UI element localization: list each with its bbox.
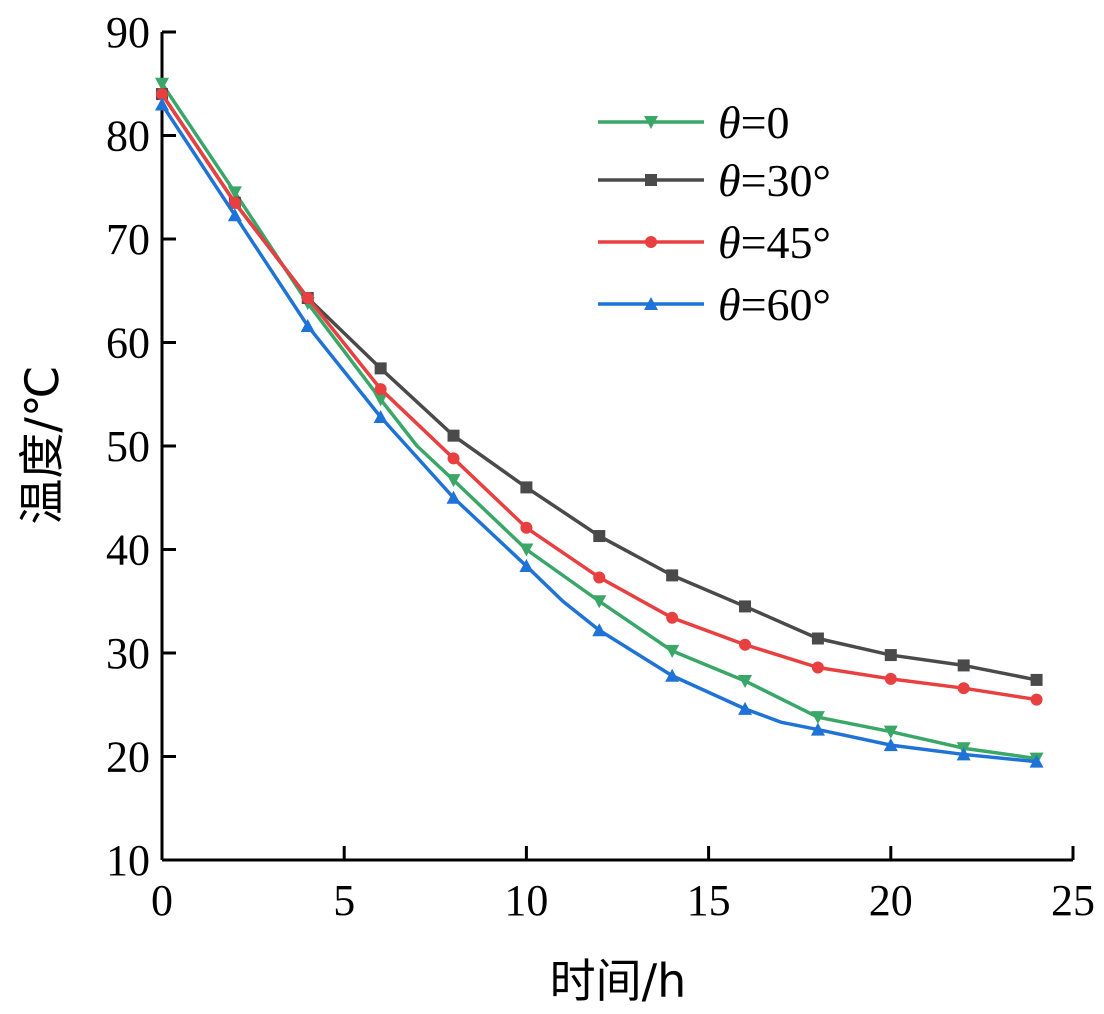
data-point xyxy=(374,383,387,396)
data-point xyxy=(666,611,679,624)
data-point xyxy=(227,186,242,200)
legend-marker xyxy=(644,297,658,310)
series-line xyxy=(160,103,1037,764)
data-point xyxy=(300,318,315,332)
data-point xyxy=(519,559,534,573)
legend-item: θ=60° xyxy=(598,279,831,330)
legend-label: θ=45° xyxy=(718,217,831,268)
data-point xyxy=(1030,673,1043,686)
y-axis-title: 温度/℃ xyxy=(15,365,69,524)
legend-label: θ=0 xyxy=(718,97,790,148)
series-3 xyxy=(155,97,1044,768)
data-point xyxy=(520,521,533,534)
y-tick-label: 50 xyxy=(106,422,150,471)
data-point xyxy=(1030,693,1043,706)
data-point xyxy=(593,530,606,543)
series-line xyxy=(160,82,1037,761)
data-point xyxy=(592,623,607,637)
data-point xyxy=(738,701,753,715)
data-point xyxy=(884,649,897,662)
x-tick-label: 0 xyxy=(151,876,173,925)
legend: θ=0 θ=30° θ=45° θ=60° xyxy=(598,97,831,330)
data-point xyxy=(155,77,169,91)
legend-label: θ=30° xyxy=(718,155,831,206)
data-point xyxy=(447,429,460,442)
data-point xyxy=(811,661,824,674)
data-point xyxy=(447,452,460,465)
y-tick-label: 30 xyxy=(106,629,150,678)
data-point xyxy=(957,682,970,695)
data-point xyxy=(373,393,388,407)
data-point xyxy=(883,738,898,752)
data-point xyxy=(592,595,607,609)
data-point xyxy=(957,659,970,672)
data-point xyxy=(810,722,825,736)
data-point xyxy=(665,668,680,682)
y-tick-label: 90 xyxy=(106,8,150,57)
x-axis-title: 时间/h xyxy=(550,954,687,1008)
data-point xyxy=(884,672,897,685)
plot-area xyxy=(155,77,1044,768)
y-tick-label: 10 xyxy=(106,836,150,885)
data-point xyxy=(665,644,680,658)
x-tick-label: 20 xyxy=(869,876,913,925)
legend-marker xyxy=(645,236,657,248)
legend-marker xyxy=(645,174,657,186)
data-point xyxy=(155,97,169,111)
data-point xyxy=(883,725,898,739)
data-point xyxy=(739,638,752,651)
data-point xyxy=(811,632,824,645)
data-point xyxy=(446,474,461,488)
data-point xyxy=(374,362,387,375)
data-point xyxy=(446,490,461,504)
data-point xyxy=(228,196,241,209)
legend-item: θ=45° xyxy=(598,217,831,268)
data-point xyxy=(301,291,314,304)
data-point xyxy=(956,747,971,761)
series-line xyxy=(160,93,1037,702)
data-point xyxy=(738,674,753,688)
data-point xyxy=(1029,754,1044,768)
y-tick-label: 40 xyxy=(106,526,150,575)
x-tick-label: 5 xyxy=(333,876,355,925)
x-tick-label: 15 xyxy=(687,876,731,925)
legend-item: θ=30° xyxy=(598,155,831,206)
series-2 xyxy=(156,88,1043,706)
data-point xyxy=(373,410,388,424)
data-point xyxy=(739,600,752,613)
x-tick-label: 25 xyxy=(1051,876,1095,925)
series-line xyxy=(160,93,1037,682)
data-point xyxy=(593,571,606,584)
axes: 0 5 10 15 20 25 10 20 30 40 50 60 70 80 90 xyxy=(106,8,1095,925)
legend-item: θ=0 xyxy=(598,97,790,148)
data-point xyxy=(810,711,825,725)
y-tick-label: 60 xyxy=(106,319,150,368)
y-tick-label: 20 xyxy=(106,733,150,782)
data-point xyxy=(227,208,242,222)
data-point xyxy=(666,569,679,582)
legend-marker xyxy=(644,116,658,129)
y-tick-label: 80 xyxy=(106,112,150,161)
y-tick-label: 70 xyxy=(106,215,150,264)
data-point xyxy=(520,481,533,494)
legend-label: θ=60° xyxy=(718,279,831,330)
data-point xyxy=(519,543,534,557)
data-point xyxy=(156,88,168,101)
x-tick-label: 10 xyxy=(504,876,548,925)
